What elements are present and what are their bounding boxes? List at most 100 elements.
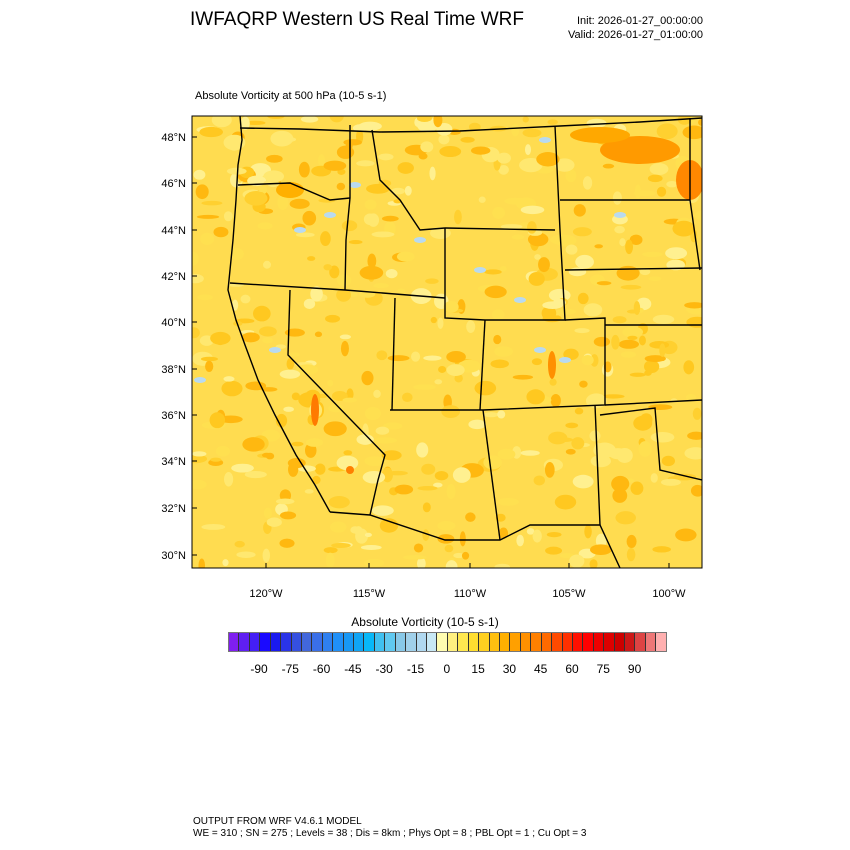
valid-time: Valid: 2026-01-27_01:00:00 — [568, 29, 703, 41]
field-patch — [659, 343, 666, 357]
field-patch — [497, 410, 506, 419]
field-patch — [192, 327, 200, 339]
field-patch — [260, 387, 278, 392]
field-patch — [611, 475, 630, 492]
colorbar-swatch — [572, 633, 584, 651]
colorbar-swatch — [281, 633, 292, 651]
colorbar-swatch — [447, 633, 459, 651]
field-patch — [349, 292, 358, 297]
colorbar-swatch — [645, 633, 657, 651]
colorbar-swatch — [270, 633, 282, 651]
field-patch — [497, 448, 516, 460]
field-patch — [378, 153, 394, 161]
negative-vorticity-patch — [614, 212, 626, 218]
field-patch — [573, 204, 586, 217]
colorbar-swatch — [385, 633, 396, 651]
field-patch — [660, 478, 681, 486]
field-patch — [364, 199, 377, 210]
field-patch — [572, 474, 594, 489]
field-patch — [266, 517, 282, 527]
field-patch — [360, 544, 382, 550]
field-patch — [356, 434, 374, 445]
colorbar-label: 0 — [443, 662, 451, 676]
field-patch — [494, 563, 511, 568]
lat-tick-label: 30°N — [161, 550, 186, 562]
field-patch — [354, 526, 363, 536]
footer-line-2: WE = 310 ; SN = 275 ; Levels = 38 ; Dis … — [193, 828, 587, 839]
field-patch — [434, 379, 443, 385]
colorbar-swatch — [541, 633, 553, 651]
field-patch — [352, 124, 368, 132]
field-patch — [241, 332, 260, 343]
field-patch — [490, 359, 509, 369]
field-patch — [468, 122, 481, 132]
field-patch — [336, 288, 351, 302]
field-patch — [302, 210, 317, 226]
field-patch — [511, 234, 525, 240]
field-patch — [425, 278, 439, 284]
state-boundaries — [227, 116, 702, 568]
field-patch — [266, 154, 283, 163]
field-patch — [200, 356, 218, 362]
field-patch — [512, 374, 534, 380]
field-patch — [471, 146, 491, 155]
field-patch — [397, 162, 414, 174]
field-patch — [434, 470, 449, 481]
field-patch — [531, 358, 543, 366]
field-patch — [362, 470, 386, 484]
mexico-border — [329, 511, 621, 568]
field-patch — [526, 389, 545, 405]
field-patch — [193, 169, 206, 180]
field-patch — [205, 360, 214, 373]
colorbar-label: 60 — [565, 662, 579, 676]
field-patch — [416, 557, 426, 568]
field-patch — [361, 370, 374, 386]
colorbar-label: -45 — [344, 662, 362, 676]
colorbar-swatch — [312, 633, 323, 651]
field-patch — [210, 457, 222, 462]
field-patch — [429, 166, 436, 181]
field-patch — [633, 190, 656, 197]
field-patch — [639, 268, 651, 276]
field-patch — [417, 486, 438, 491]
colorbar-swatch — [437, 633, 448, 651]
field-patch — [555, 308, 576, 315]
lat-tick-label: 40°N — [161, 317, 186, 329]
field-patch — [422, 502, 431, 513]
field-patch — [295, 364, 319, 376]
field-patch — [565, 244, 578, 255]
field-patch — [385, 268, 398, 279]
field-patch — [192, 479, 207, 490]
field-patch — [444, 544, 454, 553]
field-patch — [459, 531, 466, 547]
field-patch — [437, 317, 444, 329]
field-patch — [648, 276, 662, 282]
field-patch — [630, 481, 644, 495]
field-patch — [446, 350, 466, 363]
field-patch — [363, 213, 377, 226]
colorbar-label: 90 — [627, 662, 642, 676]
field-patch — [275, 413, 288, 428]
field-patch — [274, 136, 297, 143]
field-patch — [492, 206, 506, 219]
field-patch — [633, 415, 653, 431]
colorbar-swatch — [635, 633, 646, 651]
field-patch — [550, 393, 561, 408]
field-patch — [648, 404, 673, 411]
field-patch — [371, 505, 394, 516]
colorbar-swatch — [239, 633, 250, 651]
field-patch — [446, 483, 456, 500]
field-patch — [236, 551, 256, 558]
field-patch — [652, 546, 671, 553]
field-patch — [603, 361, 612, 373]
field-patch — [438, 134, 450, 145]
colorbar-label: 30 — [502, 662, 517, 676]
colorbar-swatch — [249, 633, 261, 651]
colorbar-swatch — [614, 633, 626, 651]
field-patch — [684, 447, 702, 460]
field-patch — [339, 334, 352, 340]
field-patch — [498, 165, 509, 175]
field-patch — [439, 145, 462, 158]
field-patch — [325, 314, 341, 323]
field-patch — [533, 475, 545, 486]
